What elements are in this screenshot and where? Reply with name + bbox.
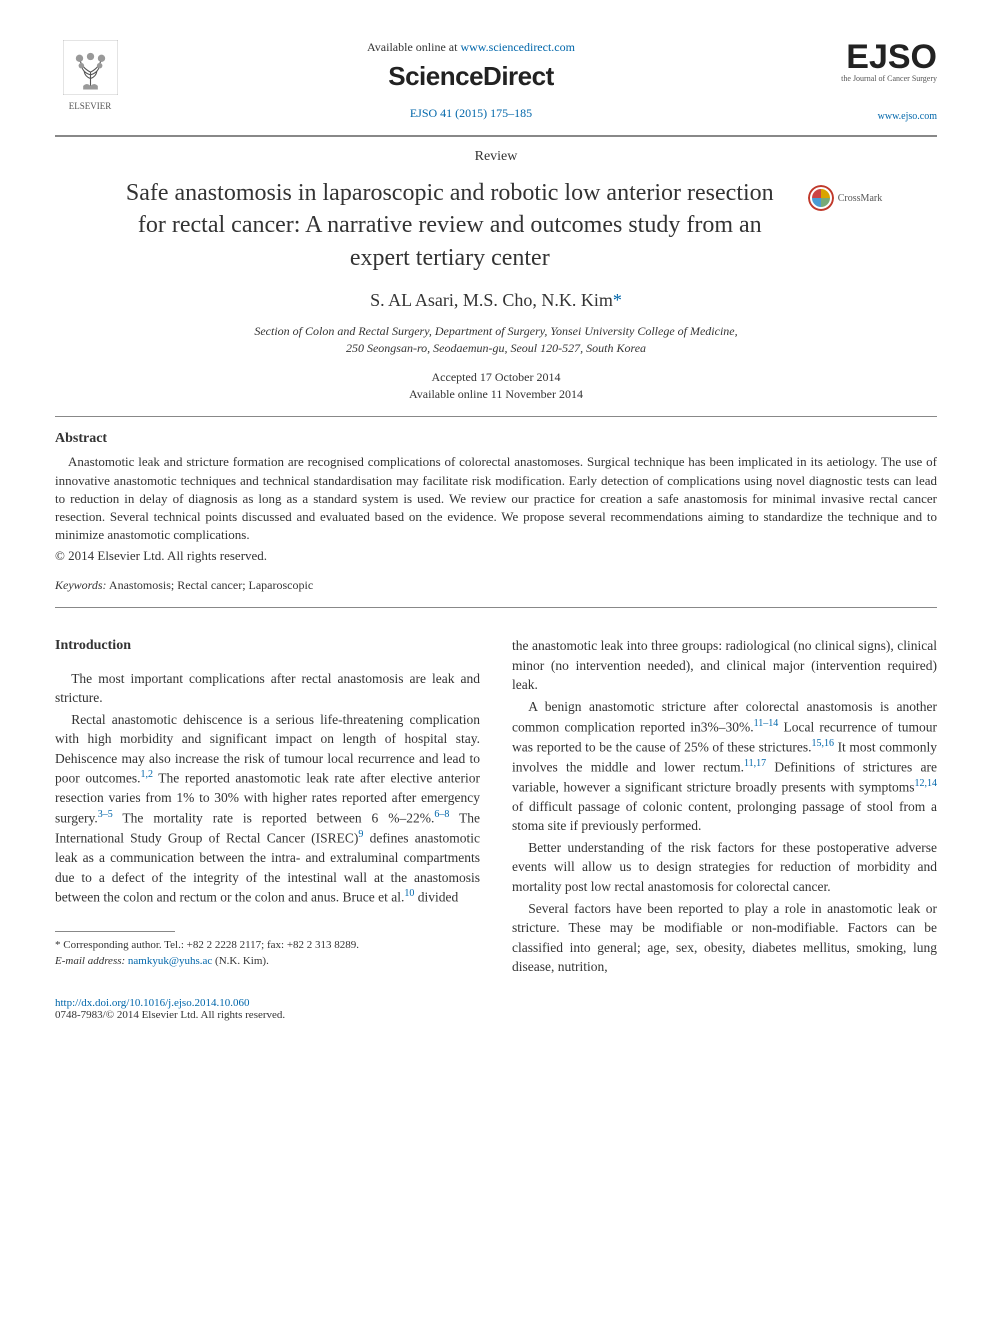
- article-dates: Accepted 17 October 2014 Available onlin…: [55, 369, 937, 403]
- abstract-text: Anastomotic leak and stricture formation…: [55, 453, 937, 544]
- ejso-logo: EJSO the Journal of Cancer Surgery www.e…: [817, 40, 937, 122]
- header-divider: [55, 135, 937, 137]
- left-column: Introduction The most important complica…: [55, 636, 480, 979]
- footnote-rule: [55, 931, 175, 932]
- affiliation: Section of Colon and Rectal Surgery, Dep…: [55, 323, 937, 357]
- abstract-copyright: © 2014 Elsevier Ltd. All rights reserved…: [55, 548, 937, 564]
- abstract-top-divider: [55, 416, 937, 417]
- crossmark-badge[interactable]: CrossMark: [808, 185, 882, 211]
- center-header: Available online at www.sciencedirect.co…: [125, 40, 817, 125]
- intro-para-4: A benign anastomotic stricture after col…: [512, 697, 937, 836]
- issn-copyright: 0748-7983/© 2014 Elsevier Ltd. All right…: [55, 1009, 937, 1021]
- citation-link[interactable]: 11–14: [754, 718, 779, 729]
- abstract-heading: Abstract: [55, 431, 937, 447]
- body-columns: Introduction The most important complica…: [55, 636, 937, 979]
- email-label: E-mail address:: [55, 955, 125, 967]
- abstract-section: Abstract Anastomotic leak and stricture …: [55, 431, 937, 564]
- corresponding-footnote: * Corresponding author. Tel.: +82 2 2228…: [55, 938, 480, 969]
- citation-link[interactable]: 15,16: [811, 738, 834, 749]
- crossmark-label: CrossMark: [838, 193, 882, 204]
- keywords-text: Anastomosis; Rectal cancer; Laparoscopic: [107, 578, 314, 592]
- intro-para-1: The most important complications after r…: [55, 669, 480, 708]
- accepted-date: Accepted 17 October 2014: [55, 369, 937, 386]
- citation-link[interactable]: 12,14: [915, 778, 938, 789]
- citation-link[interactable]: 1,2: [140, 769, 153, 780]
- sciencedirect-brand: ScienceDirect: [145, 61, 797, 92]
- right-column: the anastomotic leak into three groups: …: [512, 636, 937, 979]
- citation-link[interactable]: 6–8: [434, 809, 449, 820]
- elsevier-tree-icon: [63, 40, 118, 95]
- available-online-line: Available online at www.sciencedirect.co…: [145, 40, 797, 55]
- sciencedirect-url-link[interactable]: www.sciencedirect.com: [460, 40, 575, 54]
- article-title: Safe anastomosis in laparoscopic and rob…: [110, 177, 790, 274]
- keywords-label: Keywords:: [55, 578, 107, 592]
- title-row: Safe anastomosis in laparoscopic and rob…: [55, 177, 937, 274]
- authors: S. AL Asari, M.S. Cho, N.K. Kim*: [55, 290, 937, 311]
- corresponding-email-link[interactable]: namkyuk@yuhs.ac: [128, 955, 212, 967]
- ejso-letters: EJSO: [817, 40, 937, 74]
- online-date: Available online 11 November 2014: [55, 386, 937, 403]
- introduction-heading: Introduction: [55, 636, 480, 656]
- elsevier-logo: ELSEVIER: [55, 40, 125, 111]
- citation-link[interactable]: 11,17: [744, 758, 766, 769]
- article-type: Review: [55, 149, 937, 165]
- abstract-bottom-divider: [55, 607, 937, 608]
- intro-para-3: the anastomotic leak into three groups: …: [512, 636, 937, 695]
- journal-citation[interactable]: EJSO 41 (2015) 175–185: [145, 106, 797, 121]
- page-header: ELSEVIER Available online at www.science…: [55, 40, 937, 125]
- intro-para-2: Rectal anastomotic dehiscence is a serio…: [55, 710, 480, 908]
- elsevier-label: ELSEVIER: [55, 101, 125, 111]
- corresponding-author-mark[interactable]: *: [613, 290, 622, 310]
- ejso-url-link[interactable]: www.ejso.com: [817, 111, 937, 122]
- citation-link[interactable]: 10: [404, 888, 414, 899]
- ejso-subtitle: the Journal of Cancer Surgery: [817, 74, 937, 83]
- doi-link[interactable]: http://dx.doi.org/10.1016/j.ejso.2014.10…: [55, 997, 937, 1009]
- crossmark-icon: [808, 185, 834, 211]
- keywords-line: Keywords: Anastomosis; Rectal cancer; La…: [55, 578, 937, 593]
- citation-link[interactable]: 3–5: [98, 809, 113, 820]
- intro-para-6: Several factors have been reported to pl…: [512, 899, 937, 977]
- intro-para-5: Better understanding of the risk factors…: [512, 838, 937, 897]
